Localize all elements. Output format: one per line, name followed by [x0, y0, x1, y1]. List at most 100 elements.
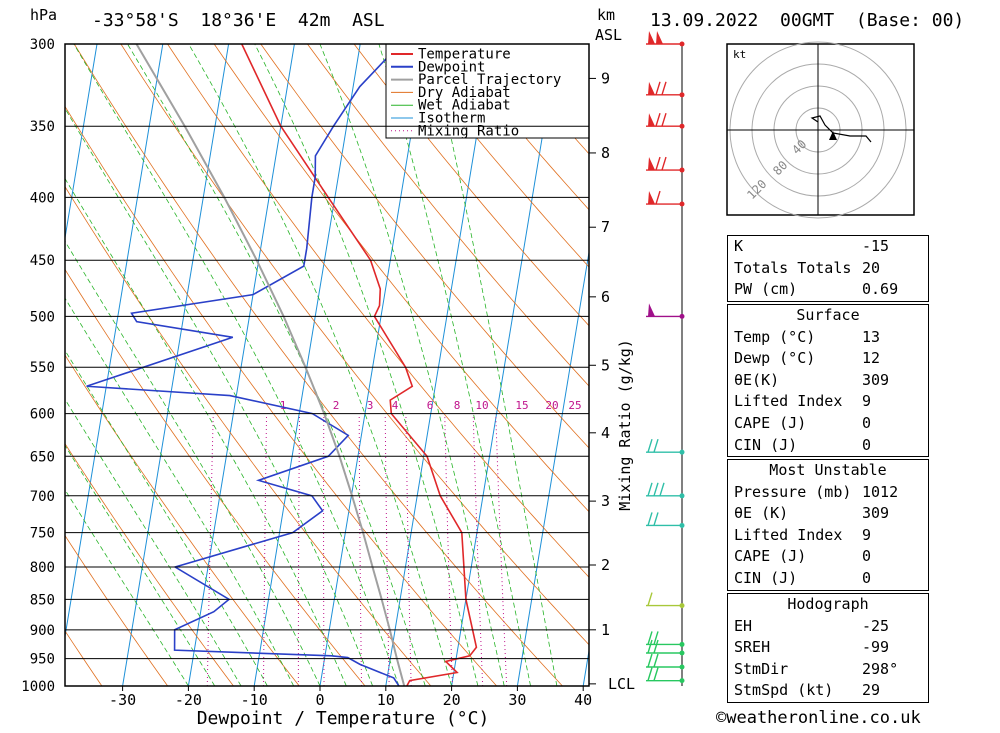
most-unstable-panel: Most Unstable Pressure (mb) 1012 θE (K) 30…	[727, 459, 929, 591]
mixing-ratio-line	[472, 413, 484, 686]
barb-feather	[653, 482, 659, 497]
barb-feather	[661, 156, 667, 171]
mixing-ratio-label: 20	[545, 399, 558, 412]
legend-label: Wet Adiabat	[418, 98, 511, 114]
barb-feather	[655, 81, 661, 96]
km-tick-label: LCL	[608, 675, 635, 693]
barb-feather	[647, 631, 653, 645]
barb-feather	[653, 653, 659, 668]
pressure-tick-label: 800	[30, 560, 55, 576]
barb-flag	[648, 157, 655, 171]
pressure-tick-label: 450	[30, 253, 55, 269]
barb-feather	[647, 653, 653, 668]
mixing-ratio-label: 10	[475, 399, 488, 412]
isotherm-line	[187, 44, 295, 686]
mixing-ratio-label: 1	[280, 399, 287, 412]
hodo-row: StmSpd (kt) 29	[734, 681, 881, 700]
legend-label: Parcel Trajectory	[418, 72, 561, 88]
wet-adiabat-line	[65, 107, 374, 686]
header-datetime: 13.09.2022 00GMT (Base: 00)	[650, 10, 965, 31]
km-tick-label: 2	[601, 556, 610, 574]
mixing-ratio-line	[297, 413, 301, 686]
header-asl: ASL	[595, 26, 623, 44]
hodo-row: EH -25	[734, 616, 890, 635]
wet-adiabat-line	[65, 398, 242, 686]
pressure-tick-label: 350	[30, 119, 55, 135]
pressure-tick-label: 850	[30, 592, 55, 608]
dry-adiabat-line	[307, 44, 589, 387]
barb-flag	[648, 81, 655, 95]
surface-title: Surface	[796, 306, 860, 324]
temp-tick-label: 30	[508, 691, 526, 709]
barb-feather	[647, 438, 653, 453]
temp-tick-label: 40	[574, 691, 592, 709]
legend-label: Temperature	[418, 47, 511, 63]
wet-adiabat-line	[319, 44, 505, 686]
pressure-tick-label: 550	[30, 360, 55, 376]
isotherm-line	[65, 44, 164, 640]
pressure-tick-label: 600	[30, 407, 55, 423]
km-tick-label: 1	[601, 621, 610, 639]
barb-feather	[655, 190, 661, 205]
temperature-line	[241, 44, 478, 686]
dry-adiabat-line	[353, 44, 589, 327]
barb-feather	[647, 482, 653, 497]
km-tick-label: 5	[601, 356, 610, 374]
barb-feather	[647, 512, 653, 526]
temp-tick-label: 0	[315, 691, 324, 709]
temp-tick-label: -20	[175, 691, 202, 709]
mu-row: Lifted Index 9	[734, 525, 872, 544]
isotherm-line	[0, 44, 31, 686]
mixing-ratio-label: 25	[568, 399, 581, 412]
wet-adiabat-line	[254, 44, 479, 686]
isotherm-line	[516, 249, 589, 686]
pressure-tick-label: 300	[30, 37, 55, 53]
mixing-ratio-line	[444, 413, 453, 686]
barb-feather	[653, 512, 659, 526]
pressure-tick-label: 950	[30, 652, 55, 668]
km-tick-label: 7	[601, 218, 610, 236]
wet-adiabat-line	[65, 240, 321, 686]
mixing-ratio-line	[405, 413, 412, 686]
indices-panel: K -15 Totals Totals 20 PW (cm) 0.69	[727, 235, 929, 302]
legend-label: Mixing Ratio	[418, 123, 519, 139]
mu-row: CIN (J) 0	[734, 568, 872, 587]
mixing-ratio-label: 8	[454, 399, 461, 412]
km-tick-label: 4	[601, 424, 610, 442]
barb-feather	[655, 112, 661, 127]
mixing-ratio-line	[495, 413, 508, 686]
footer-credit[interactable]: ©weatheronline.co.uk	[716, 708, 921, 728]
dry-adiabat-line	[260, 44, 589, 449]
pressure-tick-label: 700	[30, 489, 55, 505]
header-location: -33°58'S 18°36'E 42m ASL	[92, 10, 385, 31]
mixing-ratio-axis-title: Mixing Ratio (g/kg)	[616, 339, 634, 511]
barb-flag	[648, 191, 655, 205]
dry-adiabat-line	[73, 44, 563, 686]
barb-feather	[655, 156, 661, 171]
most-unstable-title: Most Unstable	[769, 461, 887, 479]
mu-row: Pressure (mb) 1012	[734, 482, 899, 501]
surface-row: Temp (°C) 13	[734, 327, 881, 346]
mixing-ratio-label: 2	[333, 399, 340, 412]
barb-feather	[647, 639, 653, 654]
mixing-ratio-line	[263, 413, 268, 686]
barb-flag	[656, 31, 663, 44]
surface-row: θE(K) 309	[734, 370, 890, 389]
hodograph-table-panel: Hodograph EH -25 SREH -99 StmDir 298° StmSp…	[727, 593, 929, 703]
barb-flag	[648, 31, 655, 44]
dry-adiabat-line	[120, 44, 589, 646]
dry-adiabat-line	[400, 44, 589, 268]
dry-adiabat-line	[65, 534, 168, 686]
mu-row: θE (K) 309	[734, 504, 890, 523]
barb-feather	[653, 667, 659, 681]
pressure-tick-label: 900	[30, 623, 55, 639]
surface-panel: Surface Temp (°C) 13 Dewp (°C) 12 θE(K) 309…	[727, 304, 929, 458]
legend-label: Dewpoint	[418, 59, 485, 75]
isotherm-line	[65, 44, 98, 241]
pressure-tick-label: 750	[30, 526, 55, 542]
mixing-ratio-label: 15	[515, 399, 528, 412]
mixing-ratio-line	[384, 413, 390, 686]
barb-flag	[648, 113, 655, 127]
